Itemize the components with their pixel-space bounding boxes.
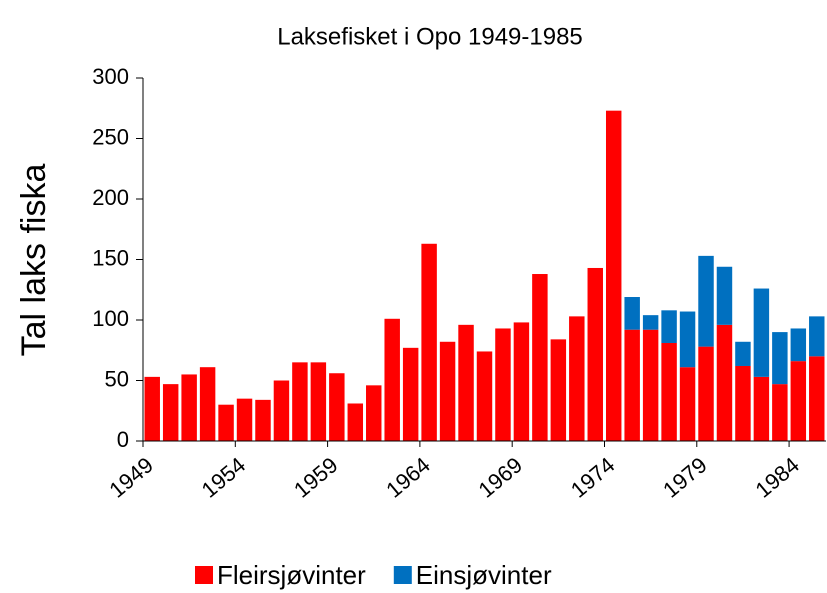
bar-segment [679,311,696,368]
bar-segment [439,341,456,441]
y-tick-label: 250 [92,124,129,149]
bar-segment [642,315,659,330]
bar-segment [698,255,714,347]
bar-segment [809,356,825,441]
bar-segment [310,362,327,441]
bar-segment [292,362,308,441]
x-tick-label: 1984 [750,452,804,503]
y-tick-label: 100 [92,306,129,331]
bar-segment [587,267,603,441]
bar-segment [735,365,751,441]
bar-segment [495,328,511,441]
bar-segment [661,342,677,441]
y-tick-label: 50 [105,366,129,391]
bar-segment [772,384,788,441]
x-tick-label: 1964 [381,452,435,503]
bar-segment [402,347,419,441]
bar-segment [218,404,234,441]
bar-segment [753,376,770,441]
bar-segment [790,328,807,362]
bar-segment [162,384,179,441]
y-tick-label: 150 [92,245,129,270]
bar-segment [753,288,770,377]
bar-segment [605,110,622,442]
y-axis-label: Tal laks fiska [15,164,53,357]
bar-segment [384,318,400,441]
bar-segment [199,367,216,441]
bar-segment [513,322,530,441]
bar-segment [679,367,696,441]
bar-segment [716,266,733,325]
y-tick-label: 0 [117,427,129,452]
bar-segment [624,297,640,330]
bar-segment [624,329,640,441]
bar-segment [144,376,160,441]
legend-swatch [393,566,412,584]
bar-segment [347,403,364,441]
bar-segment [716,324,733,441]
bar-segment [236,398,253,441]
bar-segment [809,316,825,357]
bar-segment [772,332,788,385]
y-tick-label: 200 [92,185,129,210]
bar-segment [642,329,659,441]
bar-segment [698,346,714,441]
bar-segment [661,310,677,343]
bar-segment [569,316,585,441]
x-tick-label: 1949 [104,452,158,503]
bar-segment [790,361,807,441]
x-tick-label: 1979 [658,452,712,503]
x-tick-label: 1954 [197,452,251,503]
chart-title: Laksefisket i Opo 1949-1985 [277,23,583,50]
x-tick-label: 1974 [566,452,620,503]
bar-segment [329,373,345,441]
bar-segment [735,341,751,366]
bar-segment [273,380,290,441]
bar-segment [181,374,197,441]
bar-segment [421,243,437,441]
legend-label: Einsjøvinter [416,560,552,590]
bar-segment [366,385,382,441]
x-tick-label: 1969 [474,452,528,503]
y-tick-label: 300 [92,64,129,89]
legend-label: Fleirsjøvinter [217,560,366,590]
legend-swatch [195,566,213,584]
bar-segment [550,339,567,441]
bar-segment [476,351,493,441]
x-tick-label: 1959 [289,452,343,503]
bar-segment [532,274,548,441]
bar-segment [255,399,271,441]
bar-segment [458,324,474,441]
